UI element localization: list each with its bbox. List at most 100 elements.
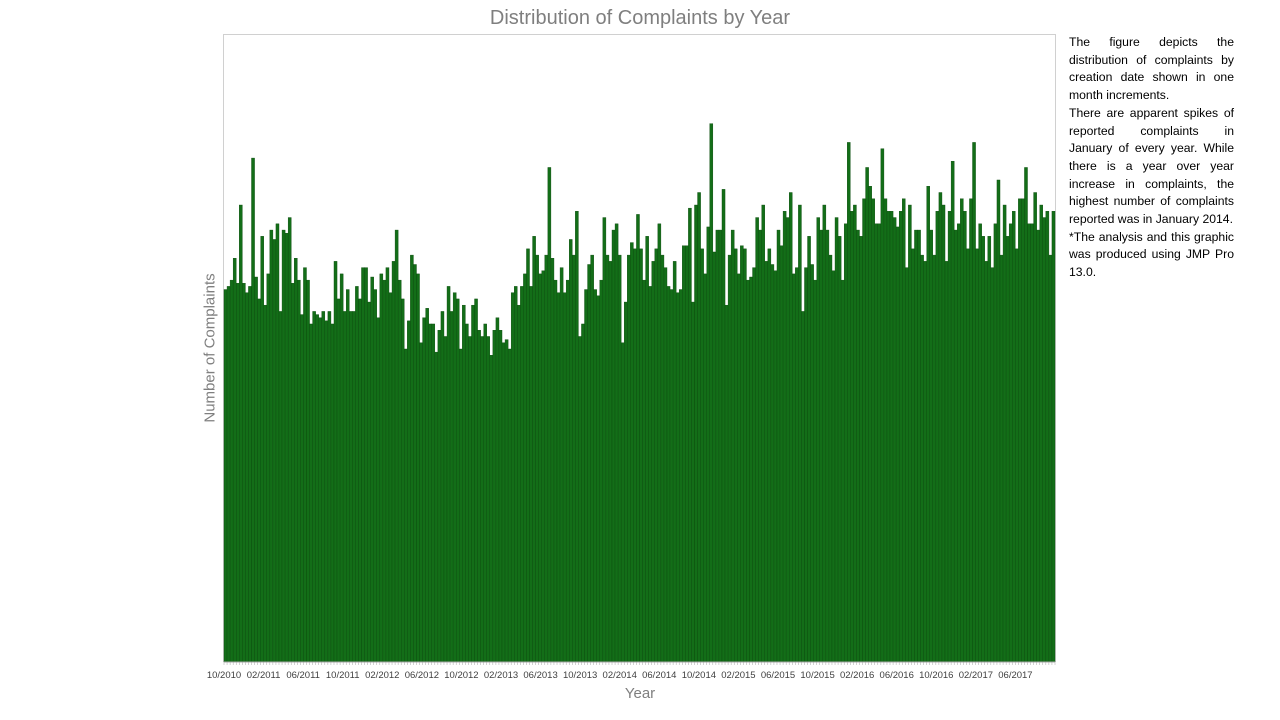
x-tick-label: 06/2013 [523,670,557,681]
bar [840,279,845,663]
bar [462,304,466,663]
bar [495,317,500,663]
x-tick-label: 02/2011 [247,670,281,681]
x-axis-tick-labels: 10/2010 02/2011 06/2011 10/2011 02/2012 06/20… [207,670,1033,681]
bar [339,273,344,663]
x-tick-label: 10/2014 [682,670,716,681]
bar [688,207,692,663]
bar [1039,204,1043,663]
bar [514,286,518,663]
bar [449,311,454,663]
bar [755,217,759,663]
bar [544,254,549,663]
x-axis-label: Year [624,685,656,702]
x-tick-label: 10/2010 [207,670,241,681]
bar [657,223,662,663]
bar [642,279,646,663]
bar [672,261,677,663]
bar [874,223,879,663]
description-notes: The figure depicts the distribution of c… [1069,34,1234,282]
bar [914,229,918,663]
bar [746,279,750,663]
bar [926,186,930,663]
bar [578,336,582,663]
bar [886,211,891,663]
bar [685,245,689,663]
bar [599,279,604,663]
bar [779,245,784,663]
bar [272,239,277,663]
bar [895,226,900,663]
bar [666,286,671,663]
bar [361,267,365,663]
bar [294,258,298,663]
bar [300,314,304,663]
bar [437,330,442,663]
bar [679,289,683,663]
bar [382,279,387,663]
bar [856,229,860,663]
x-tick-label: 06/2014 [642,670,676,681]
bar [905,267,909,663]
bar [730,229,735,663]
bar [929,229,933,663]
bar [825,229,830,663]
bar [257,298,261,663]
bar [367,301,371,663]
bar [370,276,374,663]
bar [431,323,436,663]
bar [966,248,970,663]
bar [306,279,310,663]
x-tick-label: 06/2012 [405,670,439,681]
bar [452,292,457,663]
bar [798,204,802,663]
bar [538,273,542,663]
bar [1048,254,1053,663]
bar [581,323,585,663]
bar [236,283,240,663]
bar [703,273,707,663]
bar [553,279,558,663]
bar [471,304,475,663]
bar [379,273,384,663]
bar [727,254,732,663]
bar [446,286,451,663]
bar [287,217,292,663]
bar [660,254,665,663]
bar [248,286,252,663]
bar [654,248,659,663]
bar [541,270,545,663]
bar [813,279,817,663]
bar [1027,223,1031,663]
bar [837,236,842,663]
note-paragraph-2: There are apparent spikes of reported co… [1069,105,1234,227]
bar [376,317,381,663]
bar [709,123,714,663]
bar [590,254,594,663]
bar [559,267,564,663]
bar [828,254,833,663]
bar [789,192,793,663]
bar [507,348,512,663]
bar [950,160,955,663]
bar [284,232,289,663]
bar [318,317,322,663]
bar [877,223,882,663]
bar [556,292,561,663]
bar [996,179,1001,663]
bar [526,248,530,663]
bar [611,229,616,663]
bar [645,236,649,663]
bar [330,323,335,663]
bar [593,289,597,663]
bar [226,286,231,663]
bar [944,261,949,663]
bar [397,279,402,663]
bar [480,336,484,663]
bar [999,254,1004,663]
bar [700,248,704,663]
bar [520,286,524,663]
bar [565,279,570,663]
bar [498,330,503,663]
bar [614,223,619,663]
